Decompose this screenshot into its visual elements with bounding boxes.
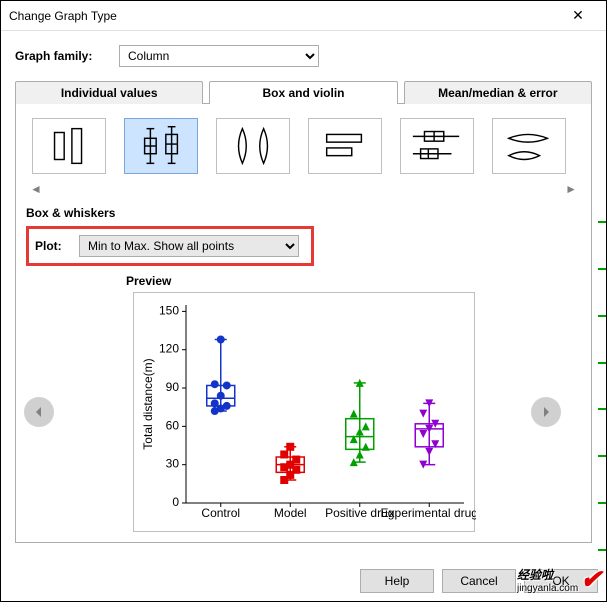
graphtype-violin-icon[interactable] [216,118,290,174]
svg-text:0: 0 [172,495,179,509]
preview-area: 0 30 60 90 120 150 Total distance(m) Control Mod… [26,292,581,532]
graph-family-label: Graph family: [15,49,119,63]
strip-scroll-left-icon[interactable]: ◄ [30,182,42,196]
svg-text:30: 30 [165,457,179,471]
help-button[interactable]: Help [360,569,434,593]
tab-strip: Individual values Box and violin Mean/me… [15,81,592,104]
preview-prev-icon[interactable] [24,397,54,427]
dialog-buttons: Help Cancel OK [360,569,598,593]
cancel-button[interactable]: Cancel [442,569,516,593]
svg-text:150: 150 [158,303,178,317]
tab-individual-values[interactable]: Individual values [15,81,203,104]
tab-panel: ◄ ► Box & whiskers Plot: Min to Max. Sho… [15,103,592,543]
window-title: Change Graph Type [9,9,558,23]
close-icon[interactable]: ✕ [558,7,598,24]
graph-family-row: Graph family: Column [15,45,592,67]
plot-label: Plot: [35,239,69,253]
graphtype-bars-icon[interactable] [32,118,106,174]
plot-row-highlight: Plot: Min to Max. Show all points [26,226,314,266]
svg-text:Model: Model [273,506,306,520]
svg-text:120: 120 [158,342,178,356]
graphtype-hboxwhisker-icon[interactable] [400,118,474,174]
preview-header: Preview [126,274,581,288]
preview-chart: 0 30 60 90 120 150 Total distance(m) Control Mod… [133,292,475,532]
svg-text:Experimental drug: Experimental drug [380,506,475,520]
preview-next-icon[interactable] [531,397,561,427]
side-ticks-decor [598,221,606,551]
svg-text:60: 60 [165,418,179,432]
svg-text:90: 90 [165,380,179,394]
graphtype-hbars-icon[interactable] [308,118,382,174]
graphtype-hviolin-icon[interactable] [492,118,566,174]
title-bar: Change Graph Type ✕ [1,1,606,31]
svg-text:Control: Control [201,506,240,520]
ok-button[interactable]: OK [524,569,598,593]
tab-box-and-violin[interactable]: Box and violin [209,81,397,104]
graph-type-strip [26,118,581,174]
plot-select[interactable]: Min to Max. Show all points [79,235,299,257]
graphtype-boxwhisker-icon[interactable] [124,118,198,174]
dialog-content: Graph family: Column Individual values B… [1,31,606,543]
box-whiskers-header: Box & whiskers [26,206,581,220]
graph-family-select[interactable]: Column [119,45,319,67]
tab-mean-median-error[interactable]: Mean/median & error [404,81,592,104]
svg-text:Total distance(m): Total distance(m) [141,358,155,449]
strip-scroll: ◄ ► [30,182,577,196]
strip-scroll-right-icon[interactable]: ► [565,182,577,196]
